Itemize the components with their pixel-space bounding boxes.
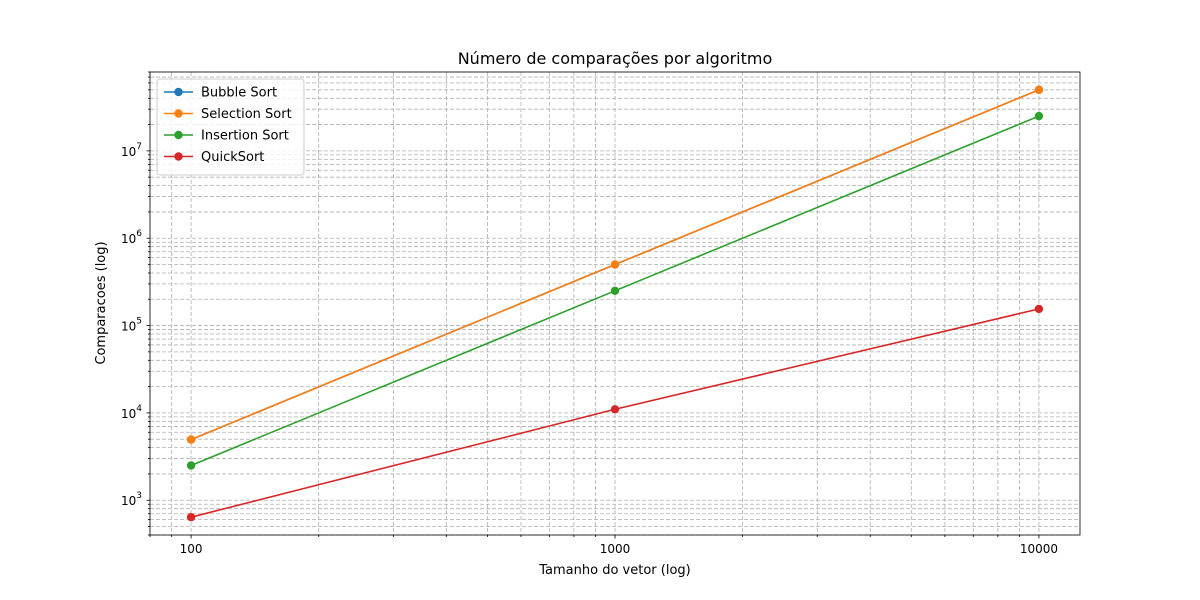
- data-point: [186, 461, 196, 470]
- x-axis-label: Tamanho do vetor (log): [538, 563, 690, 578]
- y-tick-label: 105: [121, 317, 142, 334]
- data-point: [610, 405, 620, 414]
- legend-label: Selection Sort: [201, 107, 292, 122]
- data-point: [186, 435, 196, 444]
- y-tick-label: 106: [121, 229, 142, 246]
- data-point: [610, 286, 620, 296]
- data-point: [186, 512, 196, 522]
- y-axis-label: Comparacoes (log): [94, 241, 109, 364]
- axis-ticks: 100 1000 10000 103 104 105 106 107: [121, 71, 1058, 556]
- series-selection-sort: [186, 85, 1044, 444]
- x-tick-label: 10000: [1020, 542, 1058, 556]
- y-tick-label: 104: [121, 404, 142, 421]
- legend-entry: Insertion Sort: [164, 129, 289, 144]
- legend-entry: Selection Sort: [164, 107, 292, 122]
- legend-box: [156, 78, 305, 176]
- legend-marker: [174, 152, 183, 161]
- data-point: [1034, 111, 1044, 121]
- series-layer: [186, 85, 1044, 522]
- legend-label: QuickSort: [201, 150, 264, 165]
- series-quicksort: [186, 304, 1044, 522]
- legend-marker: [174, 87, 183, 97]
- x-tick-label: 1000: [600, 542, 631, 556]
- legend-label: Insertion Sort: [201, 129, 289, 144]
- chart-title: Número de comparações por algoritmo: [458, 49, 773, 68]
- legend: Bubble Sort Selection Sort Insertion Sort Q…: [156, 78, 305, 176]
- data-point: [1034, 304, 1044, 314]
- series-insertion-sort: [186, 111, 1044, 470]
- data-point: [1034, 85, 1044, 95]
- y-tick-label: 107: [121, 142, 142, 159]
- legend-entry: QuickSort: [164, 150, 264, 165]
- legend-marker: [174, 130, 183, 140]
- legend-marker: [174, 109, 183, 118]
- legend-entry: Bubble Sort: [164, 86, 277, 101]
- legend-label: Bubble Sort: [201, 86, 277, 101]
- x-tick-label: 100: [180, 542, 203, 556]
- y-tick-label: 103: [121, 491, 142, 508]
- data-point: [610, 260, 620, 269]
